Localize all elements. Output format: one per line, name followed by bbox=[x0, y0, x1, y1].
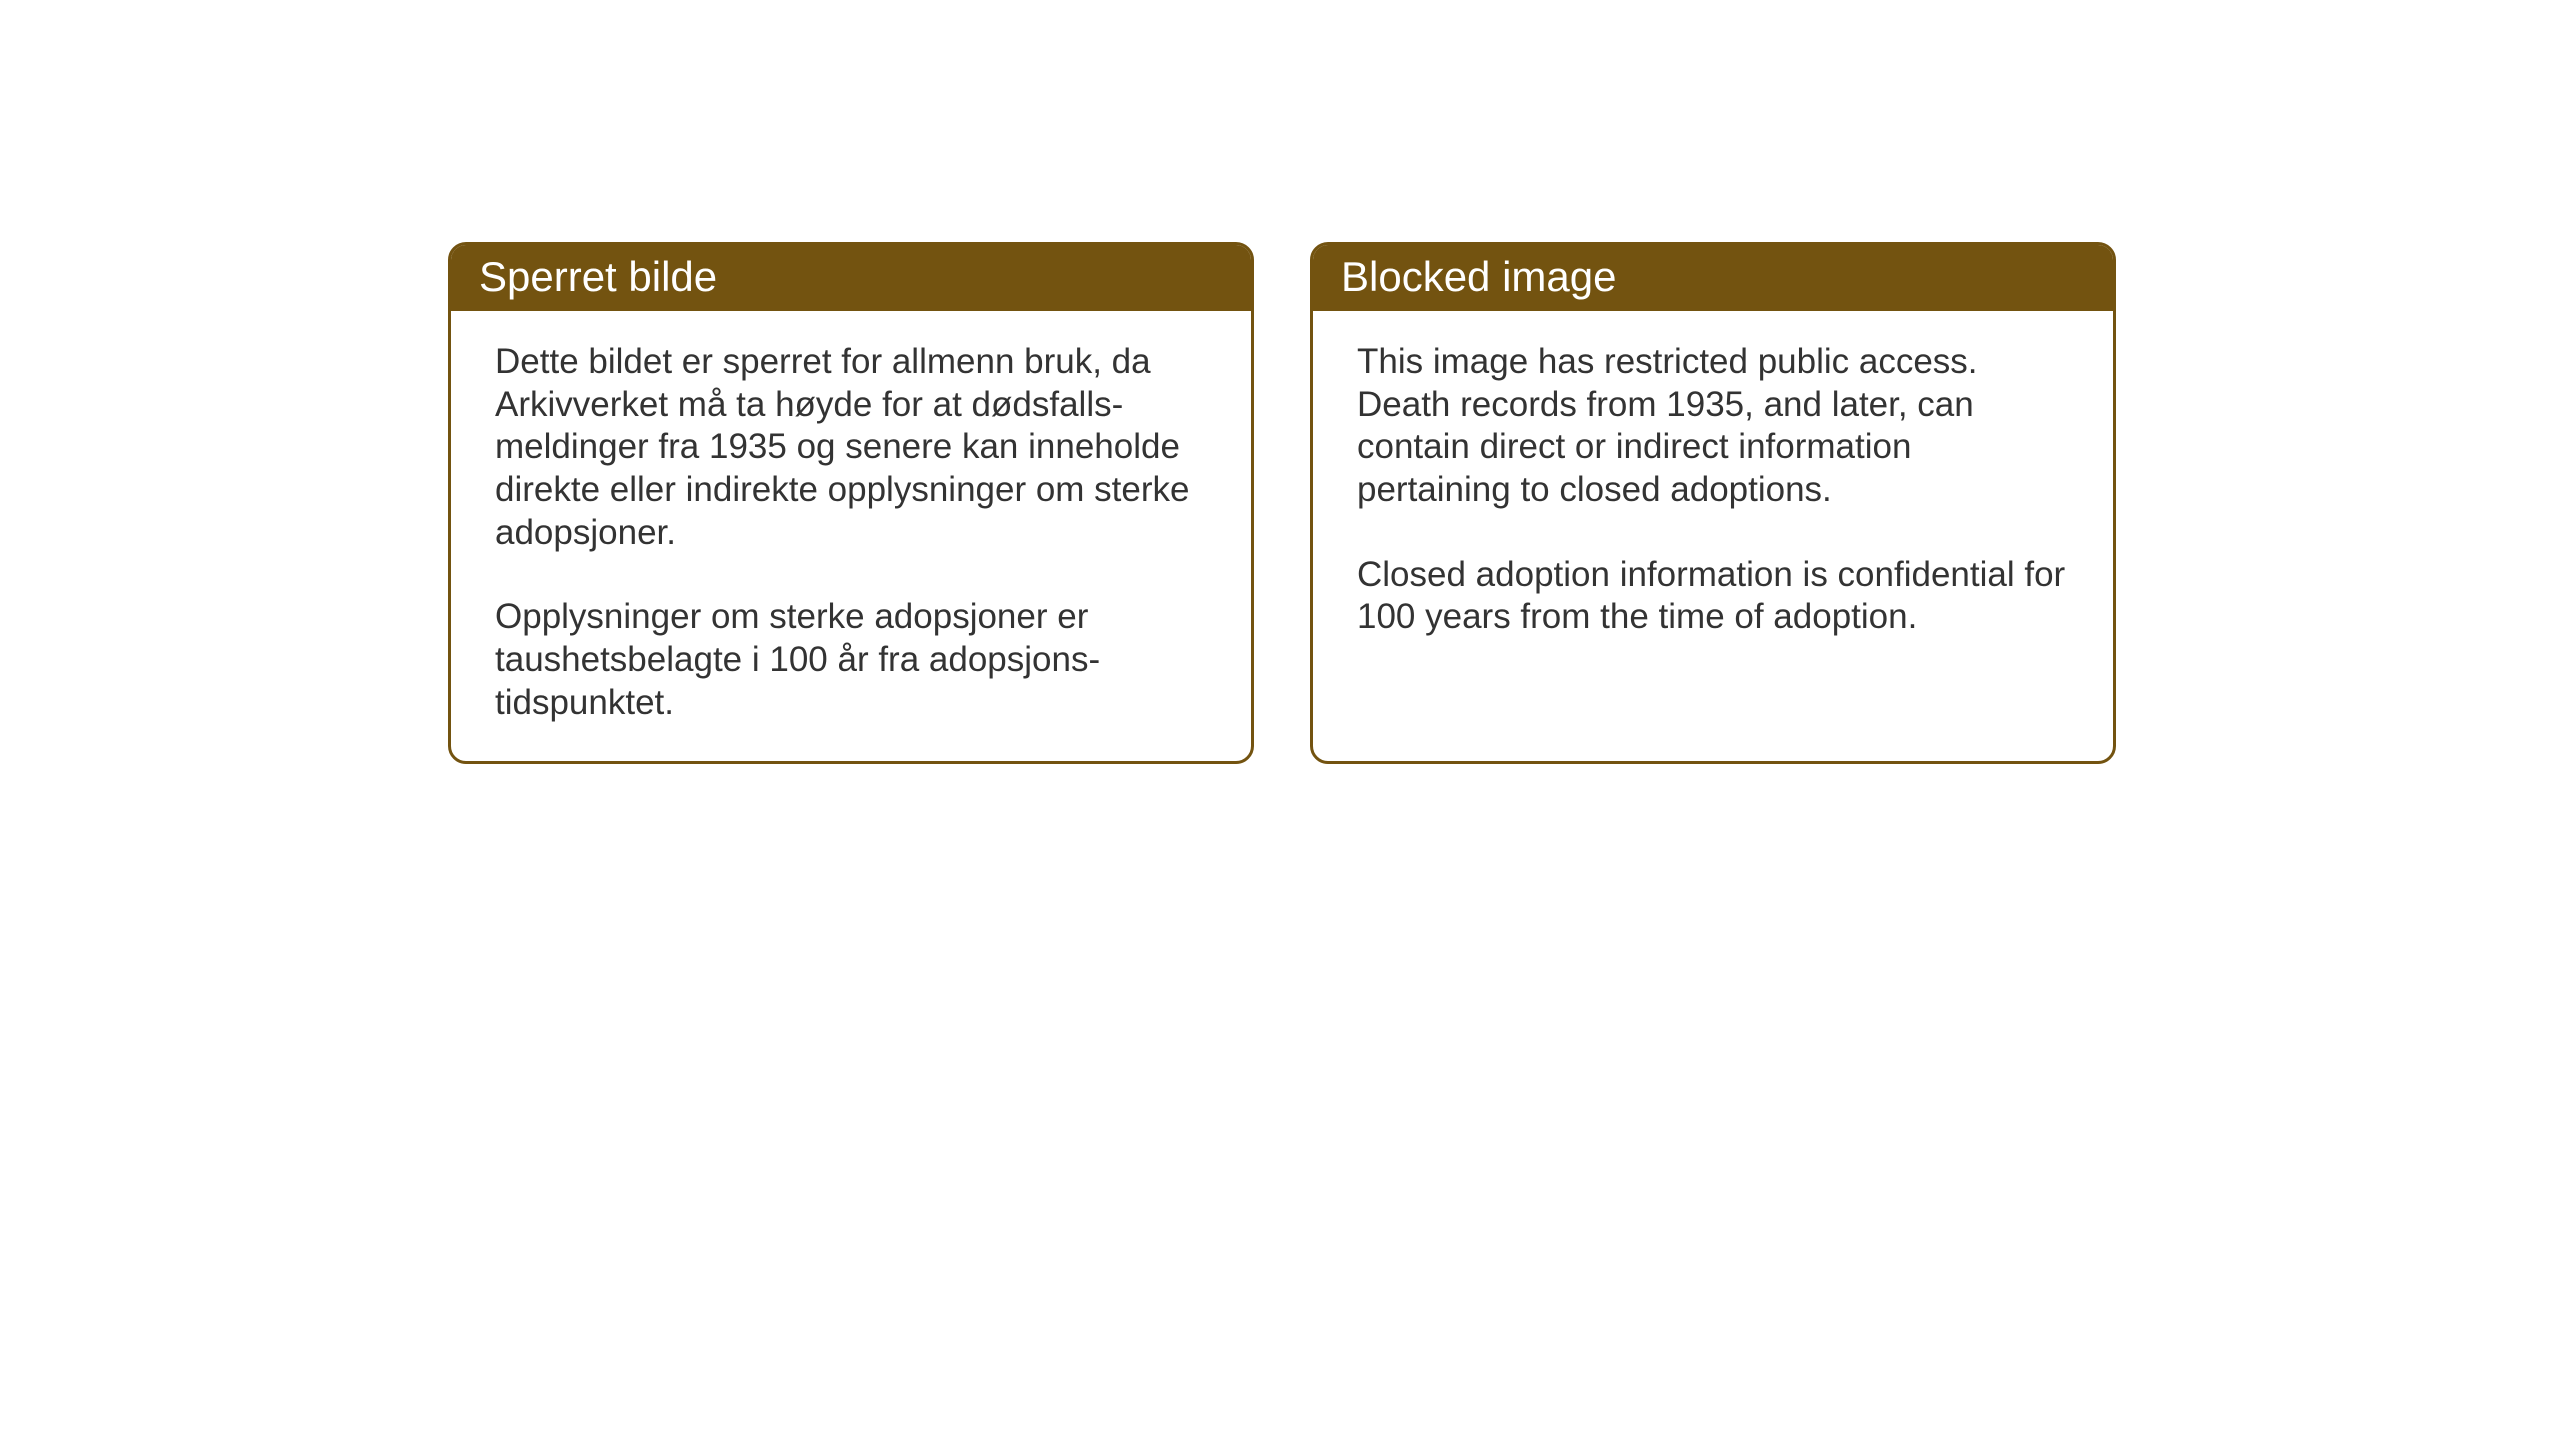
notice-container: Sperret bilde Dette bildet er sperret fo… bbox=[448, 242, 2116, 764]
norwegian-notice-card: Sperret bilde Dette bildet er sperret fo… bbox=[448, 242, 1254, 764]
norwegian-card-body: Dette bildet er sperret for allmenn bruk… bbox=[451, 311, 1251, 761]
english-card-body: This image has restricted public access.… bbox=[1313, 311, 2113, 675]
english-paragraph-2: Closed adoption information is confident… bbox=[1357, 554, 2069, 639]
english-card-title: Blocked image bbox=[1313, 245, 2113, 311]
norwegian-paragraph-2: Opplysninger om sterke adopsjoner er tau… bbox=[495, 596, 1207, 724]
norwegian-card-title: Sperret bilde bbox=[451, 245, 1251, 311]
norwegian-paragraph-1: Dette bildet er sperret for allmenn bruk… bbox=[495, 341, 1207, 554]
english-notice-card: Blocked image This image has restricted … bbox=[1310, 242, 2116, 764]
english-paragraph-1: This image has restricted public access.… bbox=[1357, 341, 2069, 512]
